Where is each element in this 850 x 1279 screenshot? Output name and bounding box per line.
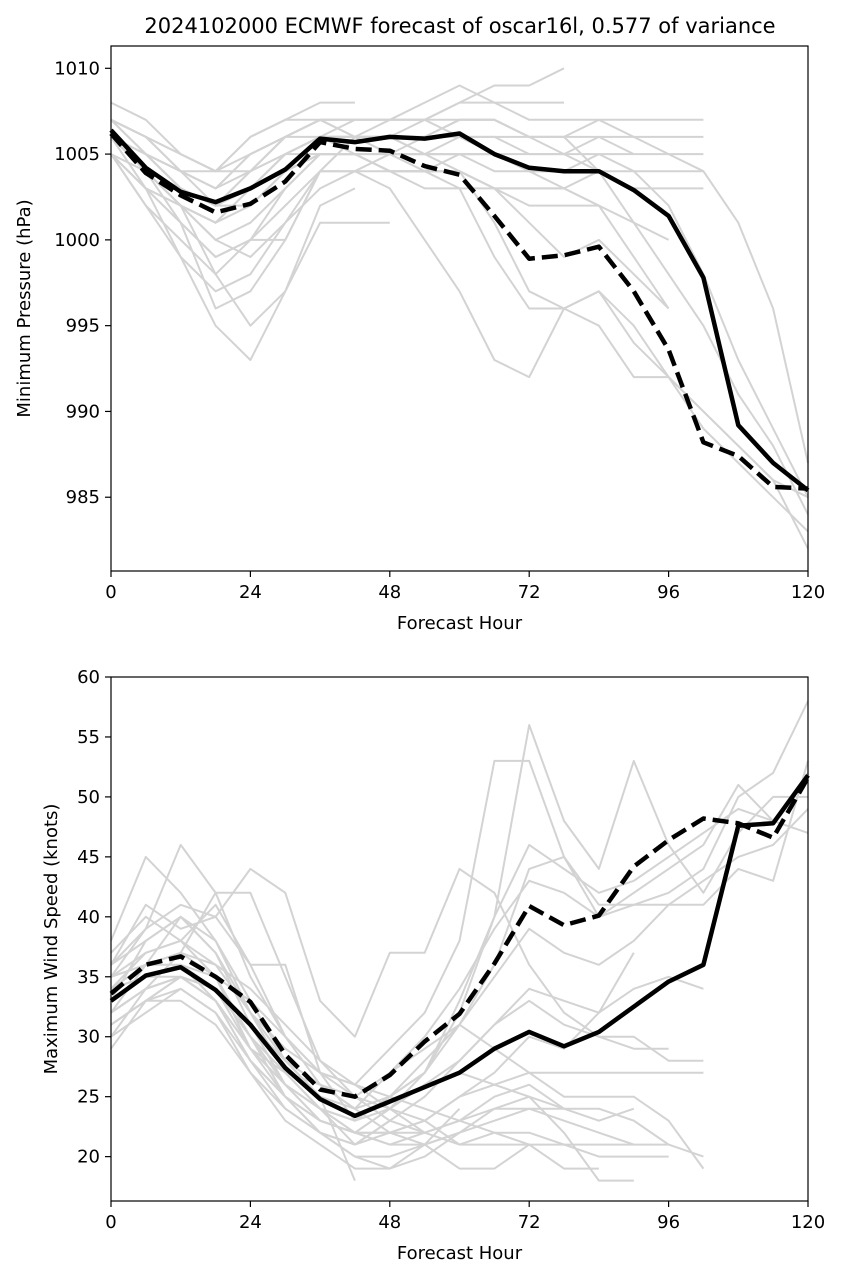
pressure-x-tick-label: 72: [518, 582, 541, 603]
wind-x-tick-label: 72: [518, 1212, 541, 1233]
wind-x-tick-label: 96: [657, 1212, 680, 1233]
pressure-ensemble-line-19: [110, 118, 564, 207]
wind-solid-line: [109, 773, 810, 1119]
wind-x-ticks: 0 24 48 72 96 120: [105, 1201, 825, 1233]
pressure-ensemble-lines: [110, 67, 809, 550]
wind-ensemble-line-19: [110, 915, 565, 1122]
pressure-solid-line: [109, 128, 810, 493]
pressure-x-tick-label: 0: [105, 582, 116, 603]
wind-ensemble-line-15: [110, 999, 634, 1146]
wind-y-tick-label: 35: [77, 967, 100, 988]
pressure-ensemble-line-18: [110, 153, 599, 276]
pressure-y-tick-label: 1010: [54, 58, 100, 79]
wind-ensemble-line-3: [110, 759, 809, 1086]
pressure-x-tick-label: 120: [791, 582, 825, 603]
wind-x-tick-label: 24: [239, 1212, 262, 1233]
wind-y-tick-label: 30: [77, 1027, 100, 1048]
pressure-y-tick-label: 985: [66, 487, 100, 508]
wind-x-tick-label: 120: [791, 1212, 825, 1233]
pressure-x-tick-label: 96: [657, 582, 680, 603]
pressure-dashed-line: [109, 132, 809, 491]
pressure-x-axis-label: Forecast Hour: [397, 613, 523, 634]
wind-dashed-line: [109, 776, 810, 1099]
wind-y-axis-label: Maximum Wind Speed (knots): [41, 804, 62, 1075]
pressure-ensemble-line-22: [110, 136, 356, 258]
wind-panel: 0 24 48 72 96 120 20 25 30 35 40 45 50 55 60 Forecast…: [41, 667, 825, 1264]
pressure-axes-frame: [110, 45, 809, 572]
wind-ensemble-line-23: [110, 951, 426, 1134]
wind-ensemble-line-8: [110, 891, 704, 1098]
pressure-y-tick-label: 1005: [54, 144, 100, 165]
pressure-y-tick-label: 990: [66, 401, 100, 422]
pressure-y-axis-label: Minimum Pressure (hPa): [14, 199, 35, 417]
pressure-ensemble-line-4: [110, 118, 809, 515]
pressure-highlight-lines: [109, 128, 810, 493]
pressure-x-ticks: 0 24 48 72 96 120: [105, 571, 825, 603]
chart-title: 2024102000 ECMWF forecast of oscar16l, 0…: [144, 14, 775, 38]
pressure-x-tick-label: 24: [239, 582, 262, 603]
wind-ensemble-line-24: [110, 975, 391, 1146]
wind-ensemble-line-7: [110, 867, 669, 1050]
wind-y-tick-label: 25: [77, 1087, 100, 1108]
wind-ensemble-line-12: [110, 975, 669, 1146]
wind-ensemble-line-1: [110, 772, 809, 1110]
pressure-ensemble-line-5: [110, 153, 809, 499]
wind-y-tick-label: 20: [77, 1147, 100, 1168]
wind-axes-frame: [110, 676, 809, 1202]
wind-y-tick-label: 45: [77, 847, 100, 868]
wind-x-tick-label: 48: [378, 1212, 401, 1233]
wind-x-tick-label: 0: [105, 1212, 116, 1233]
wind-ensemble-lines: [110, 700, 809, 1182]
wind-ensemble-line-21: [110, 987, 461, 1170]
wind-y-ticks: 20 25 30 35 40 45 50 55 60: [77, 667, 111, 1168]
wind-ensemble-line-0: [110, 700, 809, 1122]
wind-y-tick-label: 55: [77, 727, 100, 748]
pressure-panel: 2024102000 ECMWF forecast of oscar16l, 0…: [14, 14, 825, 634]
pressure-y-ticks: 985 990 995 1000 1005 1010: [54, 58, 111, 508]
wind-x-axis-label: Forecast Hour: [397, 1243, 523, 1264]
wind-ensemble-line-18: [110, 975, 599, 1170]
pressure-ensemble-line-17: [110, 118, 600, 258]
wind-ensemble-line-2: [110, 783, 809, 1110]
wind-highlight-lines: [109, 773, 810, 1119]
pressure-y-tick-label: 995: [66, 316, 100, 337]
pressure-ensemble-line-20: [110, 136, 390, 361]
wind-y-tick-label: 40: [77, 907, 100, 928]
pressure-x-tick-label: 48: [378, 582, 401, 603]
wind-y-tick-label: 50: [77, 787, 100, 808]
pressure-ensemble-line-23: [110, 101, 355, 173]
wind-y-tick-label: 60: [77, 667, 100, 688]
pressure-ensemble-line-2: [110, 135, 809, 550]
pressure-y-tick-label: 1000: [54, 230, 100, 251]
